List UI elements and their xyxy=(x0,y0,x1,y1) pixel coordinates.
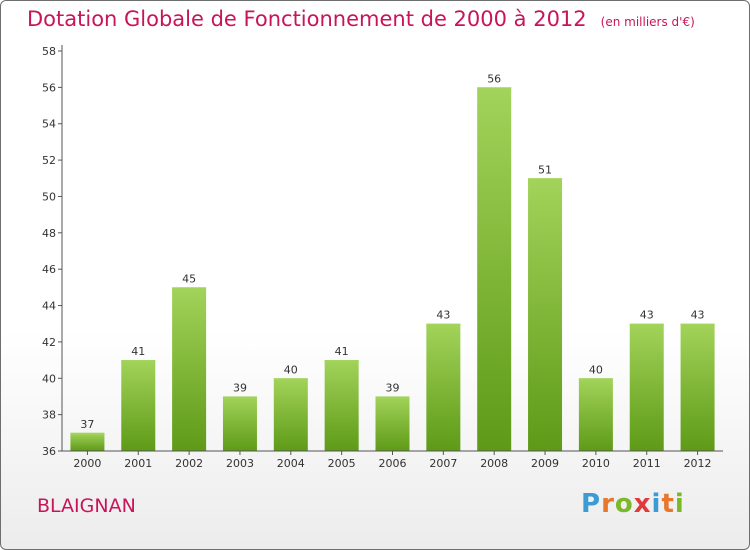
y-tick-label: 48 xyxy=(42,227,56,240)
chart-unit: (en milliers d'€) xyxy=(600,15,695,29)
y-tick-label: 40 xyxy=(42,372,56,385)
bar-2005 xyxy=(324,360,359,451)
x-tick-label-2010: 2010 xyxy=(582,457,610,470)
y-tick-label: 44 xyxy=(42,300,56,313)
y-tick-label: 42 xyxy=(42,336,56,349)
y-tick-label: 46 xyxy=(42,263,56,276)
value-label-2002: 45 xyxy=(182,272,196,285)
x-tick-label-2001: 2001 xyxy=(124,457,152,470)
value-label-2003: 39 xyxy=(233,381,247,394)
x-axis: 2000 2001 2002 2003 2004 2005 2006 2007 2008 2009… xyxy=(62,450,723,470)
logo-letter: i xyxy=(674,489,685,519)
logo-letter: i xyxy=(651,489,662,519)
y-tick-label: 52 xyxy=(42,154,56,167)
value-label-2010: 40 xyxy=(589,363,603,376)
bar-2012 xyxy=(680,323,715,451)
y-tick-label: 38 xyxy=(42,409,56,422)
bar-top-edge xyxy=(477,87,512,90)
bar-2002 xyxy=(172,287,207,451)
bar-2001 xyxy=(121,360,156,451)
bar-top-edge xyxy=(578,378,613,381)
logo-letter: x xyxy=(633,489,652,519)
value-label-2008: 56 xyxy=(487,72,501,85)
x-tick-label-2008: 2008 xyxy=(480,457,508,470)
x-tick-label-2005: 2005 xyxy=(328,457,356,470)
bar-top-edge xyxy=(629,323,664,326)
x-tick-label-2006: 2006 xyxy=(379,457,407,470)
value-label-2011: 43 xyxy=(640,309,654,322)
chart-title-text: Dotation Globale de Fonctionnement de 20… xyxy=(27,7,587,31)
bar-2003 xyxy=(222,396,257,451)
bar-top-edge xyxy=(121,360,156,363)
logo-letter: r xyxy=(601,489,615,519)
bar-top-edge xyxy=(273,378,308,381)
bar-top-edge xyxy=(426,323,461,326)
y-axis: 36 38 40 42 44 46 48 50 52 54 56 58 xyxy=(42,45,63,458)
value-label-2012: 43 xyxy=(691,309,705,322)
value-label-2009: 51 xyxy=(538,163,552,176)
bar-top-edge xyxy=(70,432,105,435)
bar-2009 xyxy=(528,178,563,452)
y-tick-label: 36 xyxy=(42,445,56,458)
value-label-2007: 43 xyxy=(436,309,450,322)
logo-letter: t xyxy=(661,489,675,519)
value-label-2004: 40 xyxy=(284,363,298,376)
commune-name: BLAIGNAN xyxy=(37,495,136,517)
logo-letter: o xyxy=(614,489,634,519)
value-label-2006: 39 xyxy=(386,381,400,394)
bar-top-edge xyxy=(528,178,563,181)
value-label-2005: 41 xyxy=(335,345,349,358)
y-tick-label: 58 xyxy=(42,45,56,58)
bar-2011 xyxy=(629,323,664,451)
bar-top-edge xyxy=(172,287,207,290)
x-tick-label-2004: 2004 xyxy=(277,457,305,470)
y-tick-label: 50 xyxy=(42,190,56,203)
bar-2006 xyxy=(375,396,410,451)
bar-2010 xyxy=(578,378,613,451)
bar-top-edge xyxy=(222,396,257,399)
logo-letter: P xyxy=(581,489,602,519)
x-tick-label-2011: 2011 xyxy=(633,457,661,470)
x-tick-label-2009: 2009 xyxy=(531,457,559,470)
y-tick-label: 56 xyxy=(42,81,56,94)
bar-top-edge xyxy=(680,323,715,326)
bar-2004 xyxy=(273,378,308,451)
chart-title: Dotation Globale de Fonctionnement de 20… xyxy=(27,7,695,31)
x-tick-label-2002: 2002 xyxy=(175,457,203,470)
bar-top-edge xyxy=(324,360,359,363)
bar-top-edge xyxy=(375,396,410,399)
value-label-2000: 37 xyxy=(80,418,94,431)
x-tick-label-2000: 2000 xyxy=(73,457,101,470)
y-tick-label: 54 xyxy=(42,118,56,131)
x-tick-label-2007: 2007 xyxy=(429,457,457,470)
bar-2000 xyxy=(70,432,105,451)
value-label-2001: 41 xyxy=(131,345,145,358)
x-tick-label-2003: 2003 xyxy=(226,457,254,470)
bar-2008 xyxy=(477,87,512,451)
x-tick-label-2012: 2012 xyxy=(684,457,712,470)
proxiti-logo: Proxiti xyxy=(581,489,685,519)
bars-group: 37 41 45 39 40 41 39 43 56 51 40 43 43 xyxy=(70,72,715,452)
bar-2007 xyxy=(426,323,461,451)
